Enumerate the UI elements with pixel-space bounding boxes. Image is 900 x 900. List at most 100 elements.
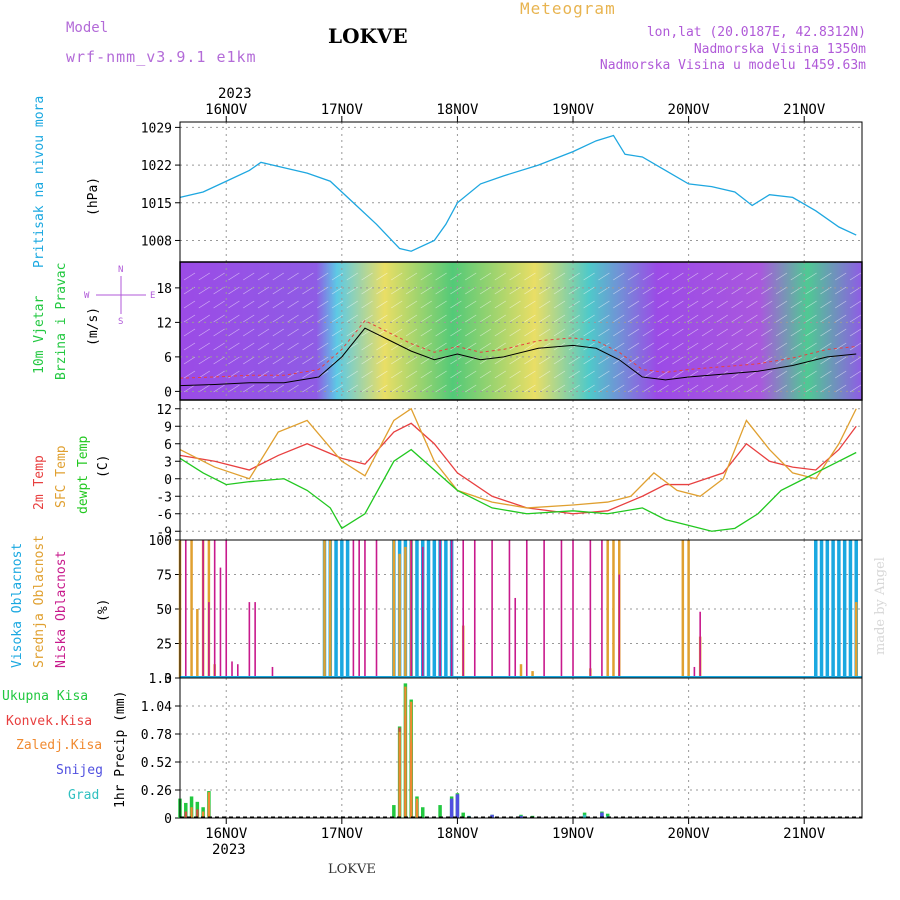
wind-barb [553,314,566,323]
wind-barb [746,286,758,295]
wind-barb [287,328,299,337]
wind-barb [553,384,566,393]
precip-bar [410,701,413,818]
wind-barb [790,384,802,393]
temp-tick-label: 0 [164,473,172,488]
precip-tick-label: 1.3 [149,672,172,687]
wind-barb [465,272,477,281]
wind-barb [213,356,225,365]
wind-barb [317,356,329,365]
wind-barb [790,300,802,309]
wind-barb [539,370,551,379]
wind-barb [257,300,270,309]
cloud-bar [358,540,360,678]
wind-barb [598,356,610,365]
temp-line-0 [179,422,857,515]
wind-barb [790,272,802,281]
wind-barb [553,300,566,309]
wind-barb [450,356,462,365]
wind-barb [391,300,403,309]
precip-tick-label: 0.78 [141,728,172,743]
cloud-bar [450,540,453,678]
wind-barb [450,314,462,323]
cloud-bar [842,540,847,678]
wind-barb [361,328,373,337]
wind-barb [746,356,758,365]
wind-tick-label: 6 [164,351,172,366]
wind-barb [494,342,506,351]
wind-barb [361,384,373,393]
wind-barb [642,356,654,365]
wind-barb [465,370,477,379]
cloud-bar [213,540,216,678]
wind-barb [331,272,344,281]
wind-barb [346,314,358,323]
wind-barb [183,300,196,309]
meteogram-label: Meteogram [520,0,616,18]
wind-barb [346,384,358,393]
precip-tick-label: 0 [164,812,172,827]
wind-barb [346,300,358,309]
cloud-bar [444,540,448,678]
wind-barb [317,314,329,323]
cloud-bar [225,540,228,678]
wind-barb [361,356,373,365]
wind-barb [183,272,196,281]
cloud-tick-label: 100 [149,534,172,549]
wind-barb [272,342,284,351]
wind-barb [805,342,817,351]
wind-barb [257,370,270,379]
wind-barb [583,384,595,393]
wind-barb [302,272,314,281]
wind-barb [613,300,625,309]
pressure-line [179,134,857,252]
model-name: wrf-nmm_v3.9.1 e1km [66,48,257,66]
wind-barb [405,272,418,281]
wind-barb [243,272,255,281]
wind-barb [805,286,817,295]
wind-barb [287,370,299,379]
wind-barb [391,356,403,365]
wind-barb [627,370,640,379]
cloud-bar [323,540,326,678]
wind-barb [790,314,802,323]
precip-bar [583,814,587,818]
wind-barb [183,384,196,393]
wind-barb [701,384,714,393]
wind-barb [361,314,373,323]
wind-barb [331,314,344,323]
wind-barb [228,272,240,281]
cloud-bar [831,540,835,678]
precip-bar [519,815,523,818]
wind-barb [420,342,432,351]
wind-barb [820,300,832,309]
wind-tick-label: 12 [156,316,172,331]
temp-tick-label: 3 [164,455,172,470]
wind-barb [198,370,210,379]
wind-barb [657,300,669,309]
wind-barb [376,356,388,365]
wind-barb [376,300,388,309]
cloud-bar [426,540,431,678]
wind-barb [642,300,654,309]
precip-bar [398,731,401,818]
cloud-bar [236,664,239,678]
legend-conv: Konvek.Kisa [6,714,92,729]
wind-barb [820,370,832,379]
cloud-bar [837,540,841,678]
cloud-bar [814,540,818,678]
precip-tick-label: 0.52 [141,756,172,771]
wind-barb [450,328,462,337]
wind-barb [835,314,847,323]
precip-unit: 1hr Precip (mm) [113,691,128,808]
wind-barb [613,356,625,365]
wind-barb [420,370,432,379]
wind-barb [775,370,788,379]
wind-barb [272,314,284,323]
wind-barb [257,314,270,323]
wind-barb [243,300,255,309]
elevation: Nadmorska Visina 1350m [693,42,866,57]
wind-barb [198,314,210,323]
